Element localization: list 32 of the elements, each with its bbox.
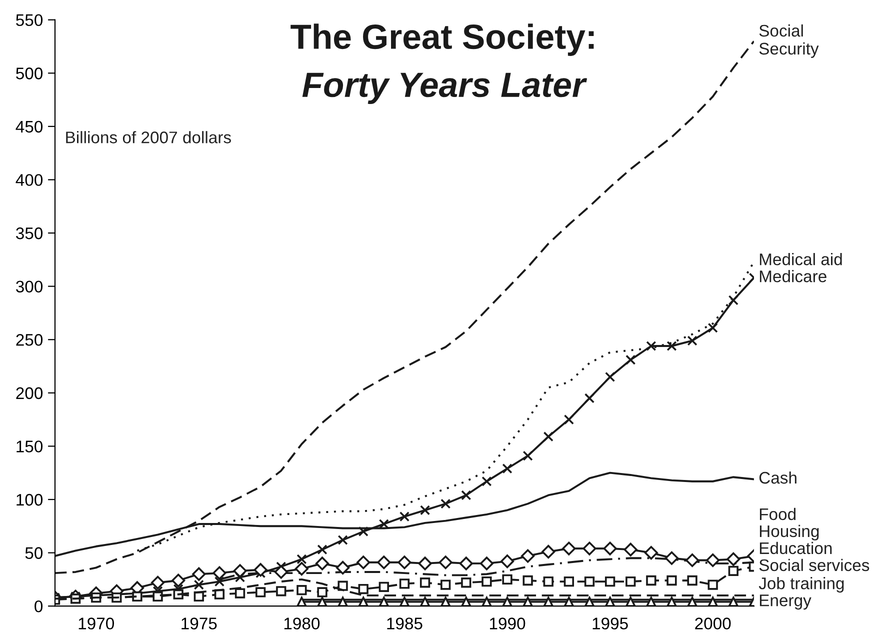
- series-label: Medicare: [760, 270, 826, 282]
- x-tick-label: 1985: [387, 618, 422, 630]
- series-label: Education: [760, 542, 832, 554]
- series-label: Social services: [759, 558, 870, 572]
- y-tick-label: 550: [16, 14, 43, 26]
- x-tick-label: 1990: [490, 618, 526, 630]
- x-tick-label: 1975: [182, 618, 217, 630]
- x-tick-label: 1970: [78, 618, 114, 630]
- series-label: Job training: [758, 577, 844, 593]
- y-tick-label: 50: [25, 547, 43, 559]
- y-tick-label: 150: [16, 440, 43, 452]
- x-tick-label: 1995: [592, 618, 628, 630]
- text: Housing: [760, 524, 819, 540]
- text: Forty Years Later: [302, 72, 588, 104]
- text: Food: [760, 508, 796, 520]
- y-tick-label: 200: [16, 387, 43, 400]
- series-label: Cash: [759, 471, 796, 484]
- x-tick-label: 2000: [695, 618, 731, 630]
- series-label: Medical aid: [760, 253, 842, 266]
- y-tick-label: 450: [16, 120, 43, 133]
- y-tick-label: 400: [16, 174, 43, 186]
- y-tick-label: 250: [16, 334, 43, 346]
- x-tick-label: 1980: [284, 618, 320, 630]
- y-tick-label: 100: [16, 494, 43, 506]
- y-tick-label: 0: [34, 600, 43, 612]
- y-tick-label: 500: [16, 68, 43, 80]
- y-tick-label: 300: [16, 280, 43, 293]
- chart-title: The Great Society:: [290, 24, 594, 56]
- series-label: Energy: [760, 594, 812, 610]
- series-label: Social Security: [759, 24, 819, 58]
- y-axis-title: Billions of 2007 dollars: [66, 131, 231, 144]
- y-tick-label: 350: [16, 227, 43, 240]
